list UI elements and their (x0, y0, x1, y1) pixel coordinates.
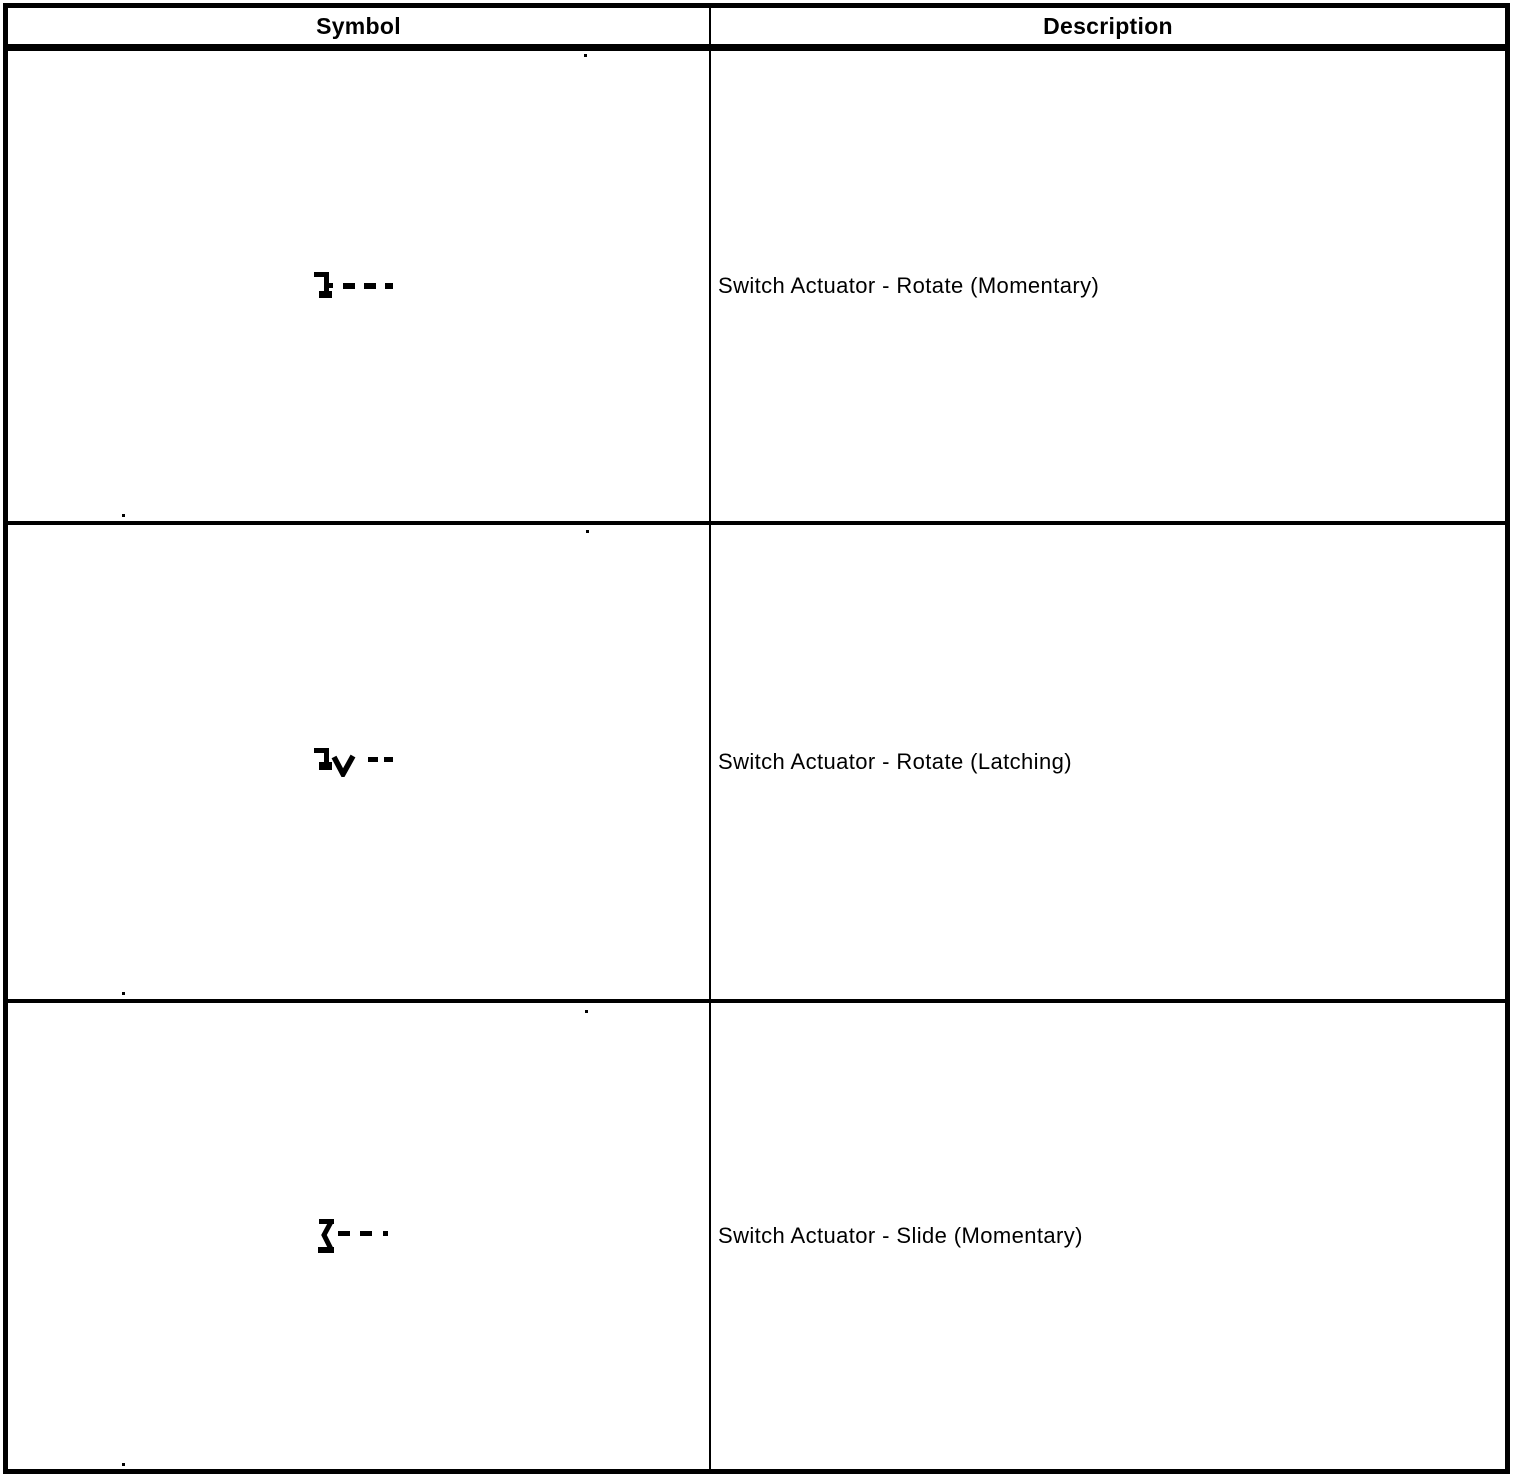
switch-actuator-slide-momentary-icon (317, 1219, 388, 1253)
switch-actuator-rotate-latching-icon (313, 747, 393, 777)
description-text: Switch Actuator - Rotate (Latching) (718, 749, 1072, 774)
symbol-cell (8, 1003, 711, 1469)
description-text: Switch Actuator - Rotate (Momentary) (718, 273, 1100, 298)
description-cell: Switch Actuator - Rotate (Latching) (711, 525, 1505, 999)
description-cell: Switch Actuator - Slide (Momentary) (711, 1003, 1505, 1469)
table-row: Switch Actuator - Rotate (Latching) (8, 525, 1505, 1003)
scan-speck (584, 54, 587, 57)
table-header-row: Symbol Description (8, 8, 1505, 51)
scan-speck (122, 992, 125, 995)
scan-speck (586, 530, 589, 533)
scan-speck (122, 1463, 125, 1466)
symbol-cell (8, 525, 711, 999)
symbol-cell (8, 51, 711, 521)
symbols-table: Symbol Description (3, 3, 1510, 1474)
scan-speck (122, 514, 125, 517)
table-row: Switch Actuator - Rotate (Momentary) (8, 51, 1505, 525)
scan-speck (585, 1010, 588, 1013)
description-cell: Switch Actuator - Rotate (Momentary) (711, 51, 1505, 521)
switch-actuator-rotate-momentary-icon (313, 272, 393, 298)
header-cell-description: Description (1043, 12, 1173, 39)
header-cell-symbol: Symbol (8, 8, 711, 44)
table-row: Switch Actuator - Slide (Momentary) (8, 1003, 1505, 1469)
description-text: Switch Actuator - Slide (Momentary) (718, 1223, 1083, 1248)
